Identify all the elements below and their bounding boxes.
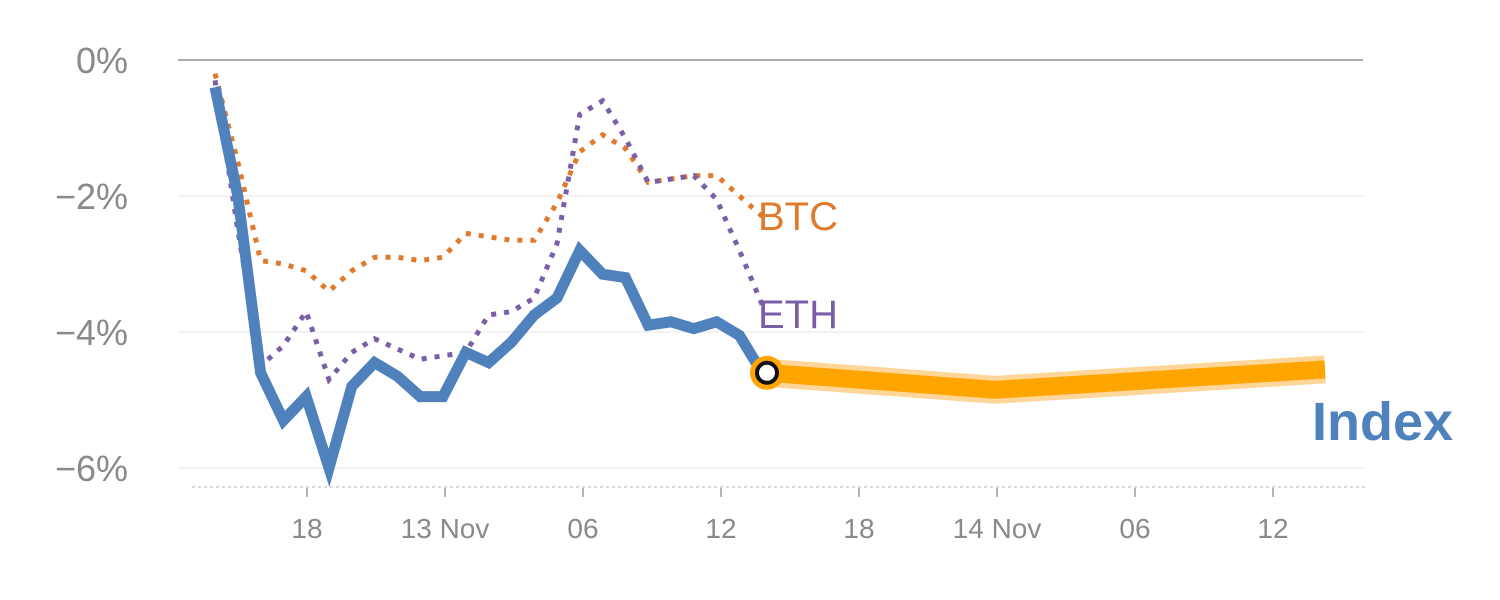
btc-series-line [212, 72, 764, 295]
y-axis-tick-labels: 0% −2% −4% −6% [55, 40, 128, 489]
x-tick-label: 12 [1257, 513, 1288, 544]
btc-series-label: BTC [758, 195, 838, 239]
series-lines [209, 72, 767, 488]
series-end-labels: BTC ETH Index [758, 195, 1453, 452]
grid [178, 59, 1363, 469]
y-tick-label: −6% [55, 448, 128, 489]
x-tick-label: 14 Nov [953, 513, 1042, 544]
index-series-label: Index [1312, 392, 1453, 452]
x-tick-label: 18 [291, 513, 322, 544]
y-tick-label: −2% [55, 176, 128, 217]
x-tick-label: 13 Nov [401, 513, 490, 544]
eth-series-line [212, 80, 765, 385]
eth-series-label: ETH [758, 293, 838, 337]
y-tick-label: −4% [55, 312, 128, 353]
marker-layer [750, 355, 784, 390]
y-tick-label: 0% [76, 40, 128, 81]
x-tick-label: 18 [843, 513, 874, 544]
current-point-marker-inner [755, 360, 779, 385]
x-tick-label: 06 [567, 513, 598, 544]
index-series-line [209, 86, 767, 488]
forecast-line-core [766, 360, 1326, 399]
forecast-line [765, 355, 1326, 404]
x-tick-label: 12 [705, 513, 736, 544]
x-axis: 18 13 Nov 06 12 18 14 Nov 06 12 [192, 486, 1366, 544]
x-tick-label: 06 [1119, 513, 1150, 544]
